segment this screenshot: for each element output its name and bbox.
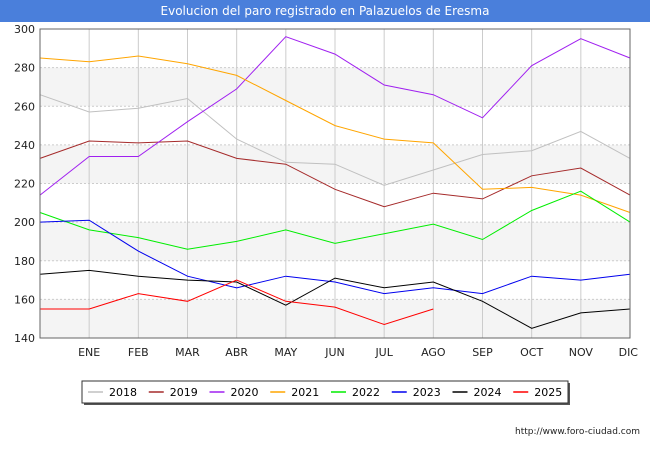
x-tick-label: JUL	[374, 346, 393, 359]
legend: 2018 2019 2020 2021 2022 2023 2024 2025	[81, 380, 570, 405]
legend-label-2019: 2019	[170, 386, 198, 399]
legend-label-2020: 2020	[231, 386, 259, 399]
x-tick-labels: ENE FEB MAR ABR MAY JUN JUL AGO SEP OCT NOV DIC	[78, 346, 638, 359]
legend-label-2023: 2023	[413, 386, 441, 399]
x-tick-label: DIC	[619, 346, 639, 359]
legend-box	[81, 380, 569, 404]
legend-label-2024: 2024	[474, 386, 502, 399]
y-tick-label: 200	[14, 216, 35, 229]
series-line-2020	[39, 36, 631, 196]
series-line-2021	[39, 55, 631, 213]
series-line-2019	[39, 140, 631, 208]
series-line-2022	[39, 190, 631, 250]
y-tick-label: 160	[14, 293, 35, 306]
y-tick-label: 300	[14, 23, 35, 36]
y-tick-label: 280	[14, 62, 35, 75]
x-tick-label: SEP	[472, 346, 493, 359]
x-tick-label: JUN	[324, 346, 345, 359]
y-tick-label: 240	[14, 139, 35, 152]
legend-label-2022: 2022	[352, 386, 380, 399]
series-line-2023	[39, 219, 631, 295]
x-tick-label: NOV	[569, 346, 594, 359]
series-line-2024	[39, 269, 631, 329]
plot-frame	[39, 28, 631, 339]
x-tick-label: ENE	[78, 346, 100, 359]
y-tick-labels: 140 160 180 200 220 240 260 280 300	[14, 23, 35, 345]
y-tick-label: 260	[14, 100, 35, 113]
x-tick-label: FEB	[128, 346, 149, 359]
x-tick-label: MAY	[274, 346, 297, 359]
legend-label-2018: 2018	[109, 386, 137, 399]
y-tick-label: 140	[14, 332, 35, 345]
series-lines	[39, 36, 631, 329]
series-line-2025	[40, 279, 434, 326]
x-tick-label: OCT	[520, 346, 543, 359]
y-tick-label: 180	[14, 255, 35, 268]
x-tick-label: MAR	[175, 346, 200, 359]
y-tick-label: 220	[14, 178, 35, 191]
source-credit: http://www.foro-ciudad.com	[515, 427, 640, 437]
series-line-2018	[39, 94, 631, 186]
legend-label-2025: 2025	[534, 386, 562, 399]
legend-label-2021: 2021	[291, 386, 319, 399]
x-tick-label: AGO	[421, 346, 446, 359]
x-tick-label: ABR	[225, 346, 248, 359]
chart-title: Evolucion del paro registrado en Palazue…	[0, 0, 650, 22]
